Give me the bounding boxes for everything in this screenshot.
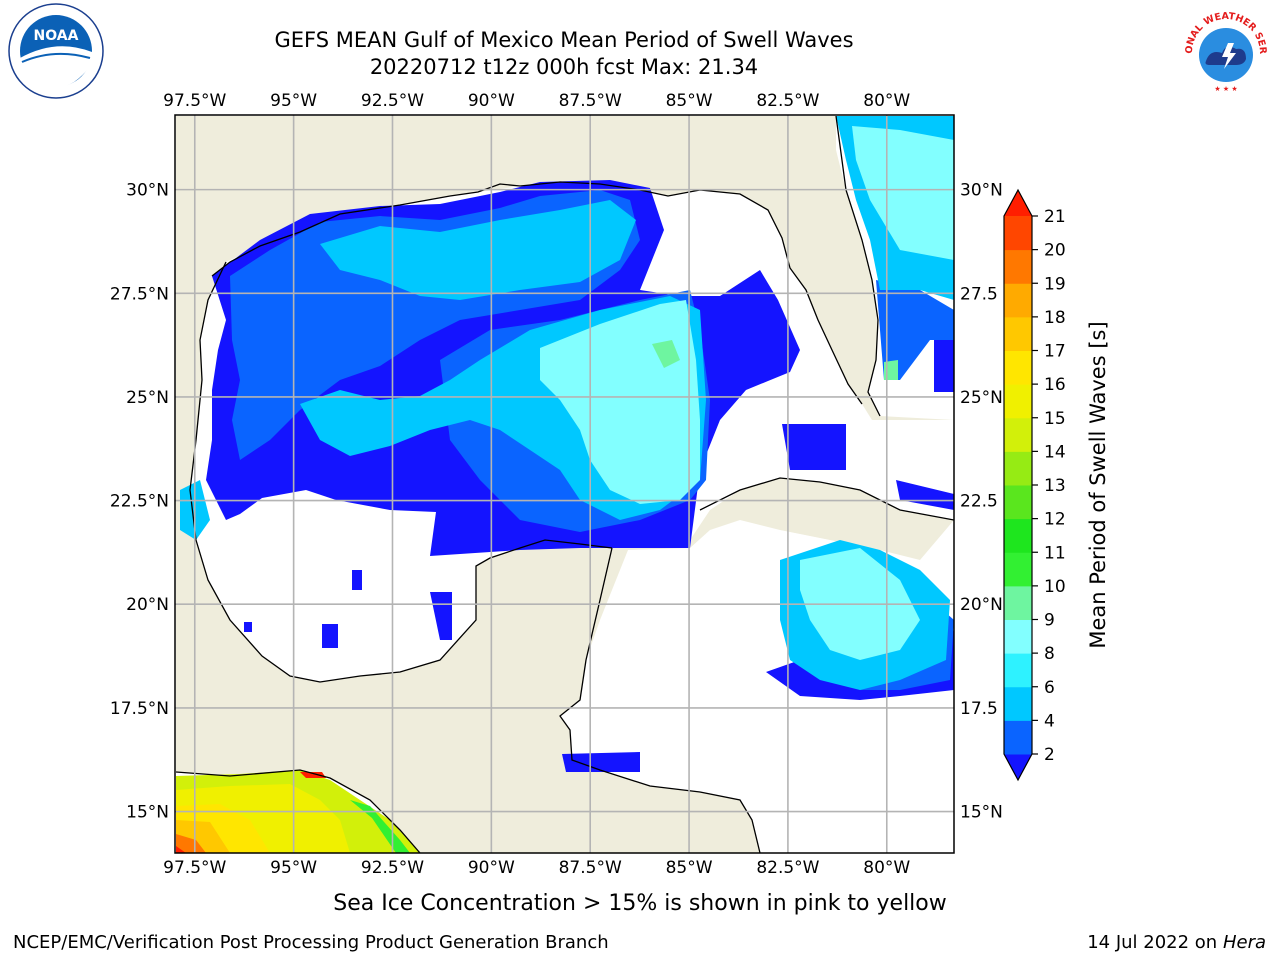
colorbar-tick-label: 21 xyxy=(1044,207,1066,227)
noaa-logo-text: NOAA xyxy=(34,28,79,44)
credit-text: NCEP/EMC/Verification Post Processing Pr… xyxy=(13,932,609,953)
date-host: Hera xyxy=(1222,932,1266,953)
colorbar-segment xyxy=(1004,518,1032,553)
sea-ice-note: Sea Ice Concentration > 15% is shown in … xyxy=(333,891,947,916)
colorbar: 2 4 6 8 9 10 11 12 13 14 15 16 17 18 19 20 21 Mean Period… xyxy=(1003,188,1110,782)
colorbar-tick-label: 8 xyxy=(1044,644,1055,664)
colorbar-segment xyxy=(1004,417,1032,452)
colorbar-tick-label: 18 xyxy=(1044,308,1066,328)
lon-tick-label-top: 92.5°W xyxy=(361,91,424,111)
colorbar-segment xyxy=(1004,283,1032,318)
colorbar-tick-label: 9 xyxy=(1044,611,1055,631)
chart-subtitle: 20220712 t12z 000h fcst Max: 21.34 xyxy=(369,55,759,79)
map-area xyxy=(176,116,954,853)
colorbar-tick-label: 14 xyxy=(1044,442,1066,462)
swell-2-4s-honduras xyxy=(562,752,640,772)
lon-tick-label-top: 80°W xyxy=(863,91,910,111)
lon-tick-label-top: 82.5°W xyxy=(756,91,819,111)
colorbar-tick-label: 12 xyxy=(1044,510,1066,530)
colorbar-segment xyxy=(1004,249,1032,284)
swell-4-6s-atlantic xyxy=(876,280,954,380)
colorbar-extend-min xyxy=(1004,754,1032,780)
lon-tick-label-bottom: 80°W xyxy=(863,858,910,878)
lon-tick-label-bottom: 95°W xyxy=(270,858,317,878)
lon-tick-label-top: 95°W xyxy=(270,91,317,111)
swell-pacific-green-band xyxy=(350,800,410,853)
lon-tick-label-bottom: 92.5°W xyxy=(361,858,424,878)
colorbar-label: Mean Period of Swell Waves [s] xyxy=(1086,321,1110,648)
lon-tick-label-bottom: 90°W xyxy=(468,858,515,878)
colorbar-tick-label: 13 xyxy=(1044,476,1066,496)
nws-logo: NATIONAL WEATHER SERVICE ★ ★ ★ xyxy=(1174,0,1274,103)
svg-text:★ ★ ★: ★ ★ ★ xyxy=(1214,85,1237,93)
colorbar-segment xyxy=(1004,316,1032,351)
colorbar-extend-max xyxy=(1004,190,1032,216)
swell-6-8s xyxy=(320,200,636,300)
colorbar-segment xyxy=(1004,720,1032,755)
swell-2-4s-east xyxy=(782,332,954,510)
lat-tick-label-right: 22.5 xyxy=(960,492,998,512)
colorbar-segment xyxy=(1004,686,1032,721)
colorbar-segment xyxy=(1004,552,1032,587)
lat-tick-label-left: 30°N xyxy=(126,181,169,201)
colorbar-segment xyxy=(1004,384,1032,419)
colorbar-tick-label: 17 xyxy=(1044,342,1066,362)
colorbar-tick-label: 4 xyxy=(1044,711,1055,731)
lat-tick-label-right: 25°N xyxy=(960,388,1003,408)
lon-tick-label-top: 97.5°W xyxy=(163,91,226,111)
colorbar-tick-label: 10 xyxy=(1044,577,1066,597)
colorbar-tick-label: 16 xyxy=(1044,375,1066,395)
colorbar-tick-label: 19 xyxy=(1044,274,1066,294)
lat-tick-label-left: 25°N xyxy=(126,388,169,408)
colorbar-segment xyxy=(1004,485,1032,520)
lon-tick-label-bottom: 87.5°W xyxy=(559,858,622,878)
lon-tick-label-top: 90°W xyxy=(468,91,515,111)
colorbar-segment xyxy=(1004,619,1032,654)
date-prefix: 14 Jul 2022 on xyxy=(1087,932,1223,953)
colorbar-segment xyxy=(1004,350,1032,385)
lon-tick-label-top: 85°W xyxy=(666,91,713,111)
lat-tick-label-right: 17.5 xyxy=(960,699,998,719)
graticule xyxy=(175,115,954,853)
lat-tick-label-left: 22.5°N xyxy=(110,492,169,512)
noaa-logo: NOAA xyxy=(4,2,108,104)
lon-tick-label-top: 87.5°W xyxy=(559,91,622,111)
lat-tick-label-left: 15°N xyxy=(126,803,169,823)
swell-8-9s-atlantic xyxy=(852,126,954,260)
lat-tick-label-right: 15°N xyxy=(960,803,1003,823)
lon-tick-label-bottom: 85°W xyxy=(666,858,713,878)
colorbar-segment xyxy=(1004,653,1032,688)
coastlines xyxy=(176,116,954,853)
date-text: 14 Jul 2022 on Hera xyxy=(1087,932,1266,953)
swell-pacific-19-21s xyxy=(176,834,206,853)
colorbar-tick-label: 15 xyxy=(1044,409,1066,429)
lat-tick-label-right: 27.5 xyxy=(960,284,998,304)
lat-tick-label-right: 30°N xyxy=(960,181,1003,201)
lon-tick-label-bottom: 97.5°W xyxy=(163,858,226,878)
lat-tick-label-right: 20°N xyxy=(960,595,1003,615)
chart-title: GEFS MEAN Gulf of Mexico Mean Period of … xyxy=(274,28,854,52)
lat-tick-label-left: 27.5°N xyxy=(110,284,169,304)
colorbar-segment xyxy=(1004,585,1032,620)
plot-frame xyxy=(174,114,955,854)
colorbar-segment xyxy=(1004,451,1032,486)
lat-tick-label-left: 17.5°N xyxy=(110,699,169,719)
lon-tick-label-bottom: 82.5°W xyxy=(756,858,819,878)
lat-tick-label-left: 20°N xyxy=(126,595,169,615)
colorbar-segment xyxy=(1004,216,1032,251)
colorbar-tick-label: 2 xyxy=(1044,745,1055,765)
colorbar-tick-label: 6 xyxy=(1044,678,1055,698)
colorbar-tick-label: 11 xyxy=(1044,543,1066,563)
colorbar-tick-label: 20 xyxy=(1044,241,1066,261)
